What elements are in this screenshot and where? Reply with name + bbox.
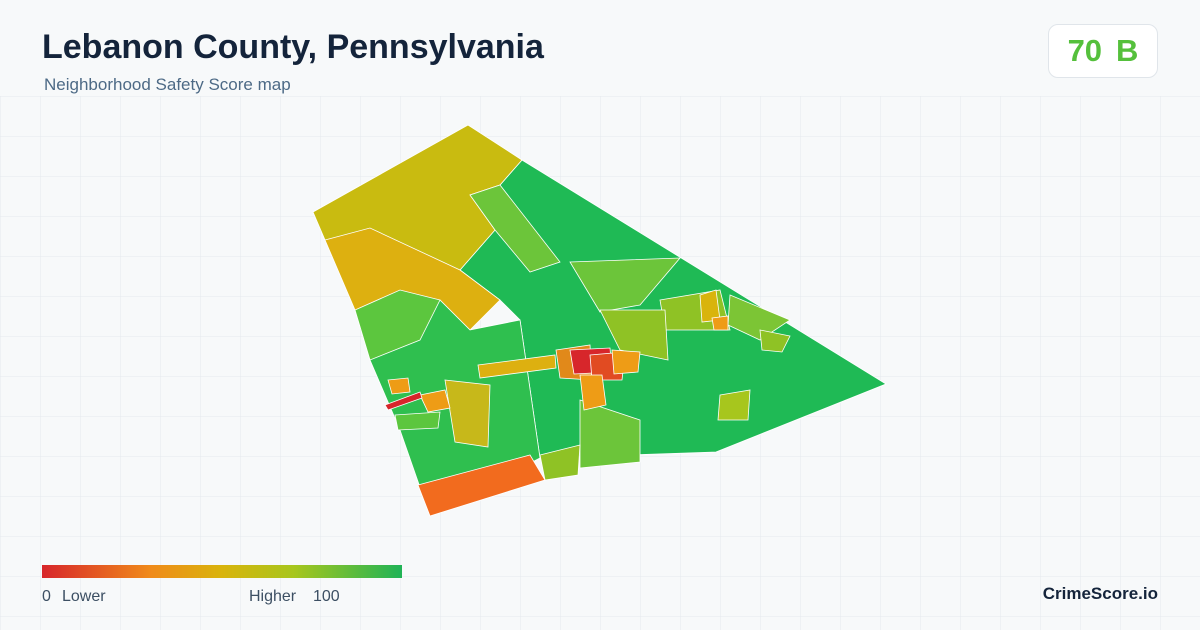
region [727,294,791,341]
region [387,377,411,395]
region [711,315,729,331]
legend-max-label: Higher [249,588,297,605]
region [384,391,423,411]
score-grade: B [1116,33,1139,68]
region [599,309,669,361]
legend-min: 0 [42,588,51,605]
legend-max: 100 [313,588,340,605]
title: Lebanon County, Pennsylvania [42,28,544,66]
region [354,289,441,361]
region [469,184,561,273]
legend-gradient [42,565,402,578]
region [579,374,607,411]
region [569,257,681,313]
county-map [312,124,887,517]
region [477,354,557,379]
legend-min-label: Lower [62,588,106,605]
subtitle: Neighborhood Safety Score map [44,75,291,94]
region [419,389,451,413]
brand: CrimeScore.io [1042,584,1158,603]
score-badge: 70 B [1048,24,1158,78]
score-value: 70 [1067,33,1103,68]
region [394,411,441,431]
region [417,454,546,517]
region [539,444,581,481]
region [444,379,491,448]
region [717,389,751,421]
region [759,329,791,353]
region [611,349,641,375]
